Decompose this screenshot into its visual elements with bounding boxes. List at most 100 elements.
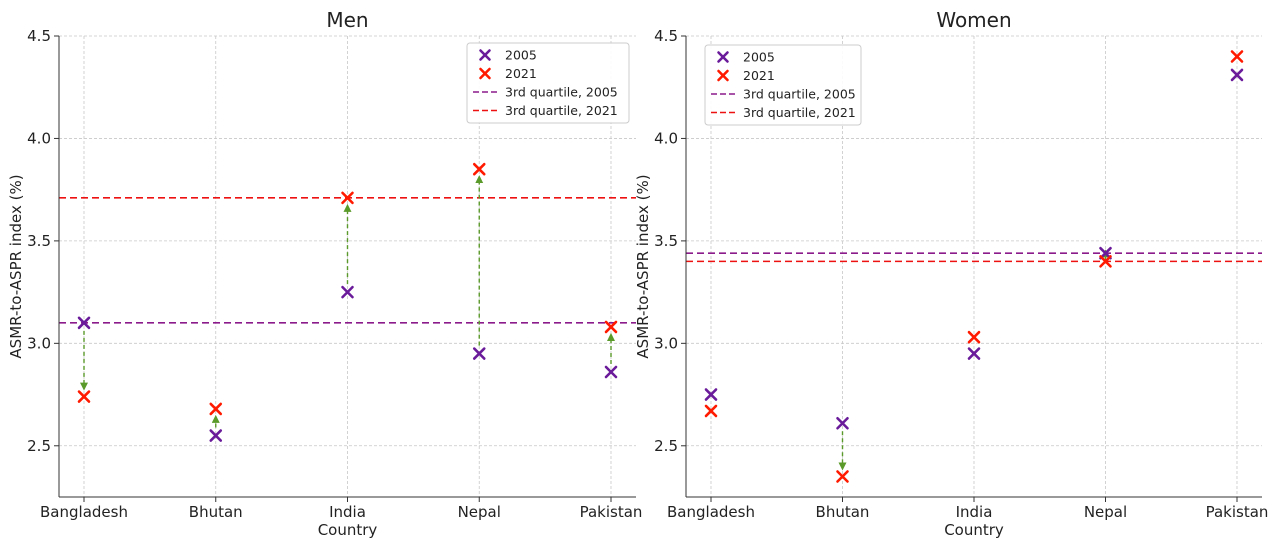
marker-stroke — [209, 402, 223, 416]
marker-stroke — [836, 470, 849, 483]
marker-stroke — [704, 404, 718, 418]
point-2021-bhutan — [209, 402, 223, 416]
legend-item: 2005 — [717, 50, 775, 65]
x-tick-label: Nepal — [1084, 503, 1127, 521]
legend-label: 2005 — [743, 50, 775, 65]
legend: 2005 2021 3rd quartile, 2005 3rd quartile, … — [466, 42, 630, 124]
marker-stroke — [604, 365, 618, 379]
series-2021 — [77, 162, 618, 416]
series-2005 — [704, 68, 1244, 430]
marker-stroke — [704, 388, 718, 401]
point-2021-india — [967, 330, 981, 344]
legend-item: 3rd quartile, 2021 — [473, 103, 618, 118]
y-tick-label: 4.5 — [27, 27, 51, 45]
series-2021 — [704, 50, 1244, 483]
point-2021-pakistan — [1230, 50, 1244, 63]
marker-stroke — [472, 347, 486, 360]
point-2005-pakistan — [1230, 68, 1244, 82]
legend-label: 3rd quartile, 2021 — [505, 103, 618, 118]
x-tick-label: Pakistan — [580, 503, 643, 521]
marker-stroke — [717, 69, 729, 82]
x-tick-label: Bhutan — [189, 503, 243, 521]
marker-stroke — [836, 416, 849, 430]
x-tick-label: Nepal — [458, 503, 501, 521]
y-tick-label: 3.0 — [654, 334, 678, 352]
legend: 2005 2021 3rd quartile, 2005 3rd quartile, … — [704, 44, 862, 126]
x-tick-label: Bangladesh — [40, 503, 128, 521]
marker-stroke — [77, 390, 91, 403]
legend-box — [466, 42, 630, 124]
y-tick-label: 4.0 — [654, 129, 678, 147]
marker-stroke — [1230, 68, 1244, 82]
legend-label: 3rd quartile, 2005 — [743, 87, 856, 102]
marker-stroke — [77, 316, 91, 330]
point-2021-india — [341, 191, 354, 205]
point-2005-india — [967, 347, 981, 360]
legend-label: 3rd quartile, 2005 — [505, 85, 618, 100]
marker-stroke — [1099, 255, 1112, 268]
y-axis-label: ASMR-to-ASPR index (%) — [634, 174, 652, 358]
marker-stroke — [479, 49, 491, 61]
legend-label: 2021 — [743, 68, 775, 83]
point-2005-bangladesh — [704, 388, 718, 401]
marker-stroke — [479, 67, 491, 80]
marker-stroke — [472, 162, 486, 176]
x-tick-label: India — [329, 503, 366, 521]
marker-stroke — [209, 429, 223, 442]
legend-item: 3rd quartile, 2005 — [711, 87, 856, 102]
legend-item: 3rd quartile, 2021 — [711, 105, 856, 120]
point-2021-nepal — [472, 162, 486, 176]
point-2021-bangladesh — [77, 390, 91, 403]
chart-title: Men — [326, 8, 368, 32]
point-2005-nepal — [472, 347, 486, 360]
point-2005-bhutan — [209, 429, 223, 442]
y-tick-label: 4.0 — [27, 129, 51, 147]
legend-marker — [479, 49, 491, 61]
y-axis-label: ASMR-to-ASPR index (%) — [7, 174, 25, 358]
legend-item: 2005 — [479, 48, 537, 63]
marker-stroke — [341, 191, 354, 205]
chart-panel-women: 2.5 3.0 3.5 4.0 4.5 Bangladesh Bhutan India Nepa… — [634, 8, 1268, 539]
grid — [686, 35, 1262, 497]
marker-stroke — [717, 51, 729, 63]
point-2005-pakistan — [604, 365, 618, 379]
point-2021-nepal — [1099, 255, 1112, 268]
legend-marker — [717, 69, 729, 82]
x-axis-label: Country — [318, 521, 378, 539]
y-tick-label: 3.0 — [27, 334, 51, 352]
y-tick-label: 3.5 — [654, 232, 678, 250]
legend-item: 2021 — [479, 66, 537, 81]
y-tick-label: 4.5 — [654, 27, 678, 45]
point-2005-bhutan — [836, 416, 849, 430]
point-2005-india — [341, 285, 354, 299]
series-2005 — [77, 285, 618, 442]
chart-title: Women — [936, 8, 1011, 32]
y-tick-label: 2.5 — [654, 437, 678, 455]
marker-stroke — [967, 347, 981, 360]
marker-stroke — [967, 330, 981, 344]
legend-label: 2021 — [505, 66, 537, 81]
marker-stroke — [341, 285, 354, 299]
x-tick-label: Pakistan — [1206, 503, 1269, 521]
legend-box — [704, 44, 862, 126]
point-2005-bangladesh — [77, 316, 91, 330]
legend-item: 2021 — [717, 68, 775, 83]
x-axis-label: Country — [944, 521, 1004, 539]
point-2021-bhutan — [836, 470, 849, 483]
marker-stroke — [604, 320, 618, 334]
marker-stroke — [1230, 50, 1244, 63]
y-tick-label: 2.5 — [27, 437, 51, 455]
legend-label: 2005 — [505, 48, 537, 63]
point-2021-pakistan — [604, 320, 618, 334]
legend-marker — [479, 67, 491, 80]
x-tick-label: Bhutan — [816, 503, 870, 521]
x-tick-label: India — [956, 503, 993, 521]
legend-marker — [717, 51, 729, 63]
x-tick-label: Bangladesh — [667, 503, 755, 521]
chart-panel-men: 2.5 3.0 3.5 4.0 4.5 Bangladesh Bhutan India Nepa… — [7, 8, 642, 539]
legend-item: 3rd quartile, 2005 — [473, 85, 618, 100]
legend-label: 3rd quartile, 2021 — [743, 105, 856, 120]
y-tick-label: 3.5 — [27, 232, 51, 250]
point-2021-bangladesh — [704, 404, 718, 418]
